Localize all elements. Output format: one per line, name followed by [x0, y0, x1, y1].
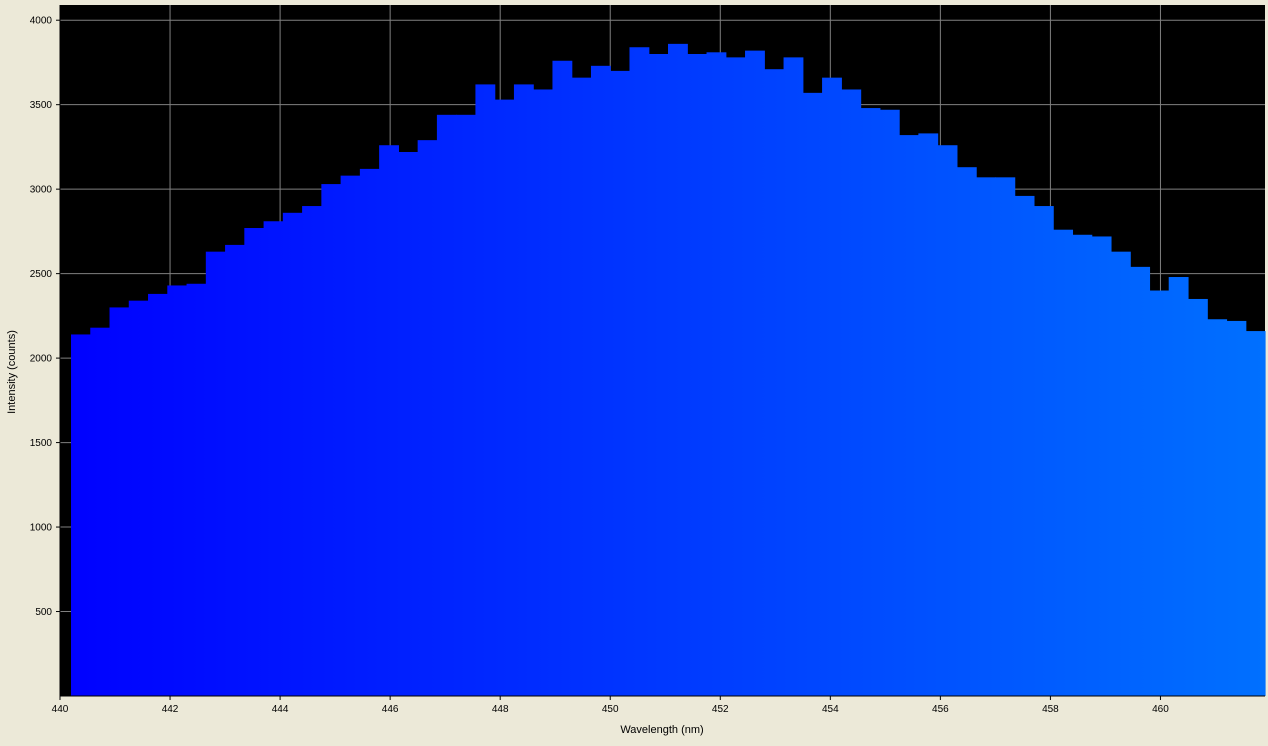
bar	[398, 151, 419, 696]
bar	[225, 244, 245, 696]
bar	[167, 285, 188, 696]
bar	[822, 77, 842, 696]
bar	[1110, 251, 1131, 696]
bar	[205, 251, 226, 696]
bar	[494, 99, 515, 696]
x-tick-label: 450	[602, 704, 619, 715]
bar	[687, 53, 708, 696]
y-axis-label: Intensity (counts)	[6, 330, 18, 414]
y-tick-label: 1000	[30, 523, 53, 534]
bar	[764, 69, 785, 696]
bar	[976, 177, 996, 696]
bar	[725, 57, 746, 696]
bar	[321, 184, 342, 696]
y-tick-label: 4000	[30, 16, 53, 27]
bar	[456, 114, 477, 696]
bar	[841, 89, 862, 697]
bar	[918, 133, 939, 696]
x-tick-label: 444	[272, 704, 289, 715]
x-tick-label: 448	[492, 704, 509, 715]
x-axis-label: Wavelength (nm)	[620, 724, 703, 736]
bar	[995, 177, 1016, 696]
x-tick-label: 446	[382, 704, 399, 715]
bar	[186, 283, 207, 696]
bar	[90, 327, 111, 696]
bar	[71, 334, 91, 696]
bar	[1091, 236, 1112, 696]
bar	[879, 109, 900, 696]
bar	[340, 175, 361, 697]
bar	[1149, 290, 1170, 696]
bar	[783, 57, 804, 696]
bar	[1130, 266, 1151, 696]
bar	[899, 135, 919, 697]
y-tick-label: 2000	[30, 354, 53, 365]
bar	[1033, 206, 1054, 697]
y-tick-label: 500	[35, 607, 52, 618]
bar	[533, 89, 554, 697]
bar	[668, 43, 688, 696]
bar	[109, 307, 130, 696]
bar	[956, 167, 977, 697]
bar	[244, 228, 265, 697]
bar	[513, 84, 534, 696]
bar	[745, 50, 765, 696]
x-tick-label: 442	[162, 704, 179, 715]
bar	[128, 300, 149, 696]
x-tick-label: 460	[1152, 704, 1169, 715]
bar	[937, 145, 958, 696]
bar	[282, 212, 303, 697]
x-axis-ticks: 440 442 444 446 448 450 452 454 456 458 460	[52, 696, 1169, 715]
y-tick-label: 3000	[30, 185, 53, 196]
bar	[417, 140, 438, 696]
bar	[1187, 298, 1208, 696]
bar	[1226, 320, 1247, 696]
x-tick-label: 458	[1042, 704, 1059, 715]
y-axis-ticks: 500 1000 1500 2000 2500 3000 3500 4000	[30, 16, 60, 618]
y-tick-label: 1500	[30, 438, 53, 449]
bar	[1245, 331, 1266, 696]
x-tick-label: 452	[712, 704, 729, 715]
bar	[860, 108, 881, 697]
bar	[1072, 234, 1093, 696]
bar	[148, 293, 168, 696]
bar	[1053, 229, 1074, 696]
bar	[629, 47, 650, 696]
bar	[359, 168, 380, 696]
x-tick-label: 454	[822, 704, 839, 715]
bar	[706, 52, 727, 697]
y-tick-label: 2500	[30, 269, 53, 280]
x-tick-label: 456	[932, 704, 949, 715]
bar	[379, 145, 399, 696]
bar	[302, 206, 322, 697]
bar	[263, 221, 284, 696]
bar	[1168, 277, 1189, 696]
x-tick-label: 440	[52, 704, 69, 715]
bar	[1207, 319, 1228, 696]
bar	[571, 77, 592, 696]
bar	[475, 84, 496, 696]
bar	[436, 114, 457, 696]
bar	[552, 60, 573, 697]
bars	[71, 43, 1266, 697]
bar	[590, 65, 611, 696]
bar	[610, 70, 631, 697]
y-tick-label: 3500	[30, 100, 53, 111]
bar	[1014, 195, 1035, 696]
bar	[648, 53, 669, 696]
bar	[802, 92, 823, 697]
